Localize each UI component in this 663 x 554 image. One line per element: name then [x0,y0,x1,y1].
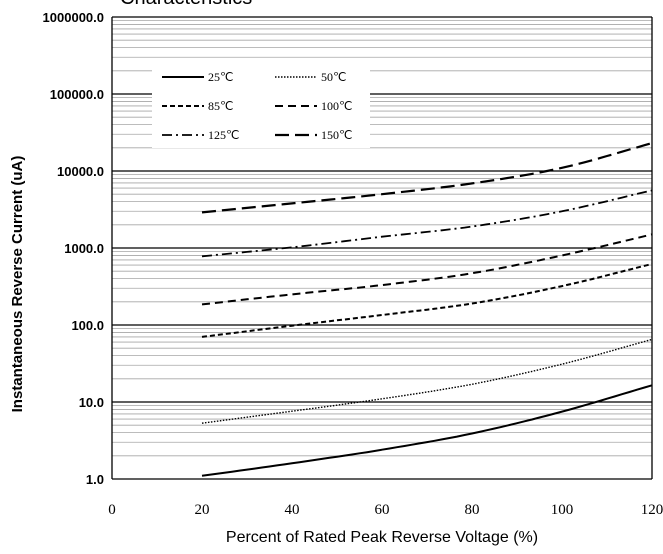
series-line-3 [201,233,653,306]
x-tick-label: 20 [195,502,210,518]
x-tick-labels: 0 20 40 60 80 100 120 [108,502,663,518]
x-tick-label: 60 [375,502,390,518]
series-line-0 [201,384,653,477]
legend-label: 150℃ [321,128,352,142]
legend-label: 125℃ [208,128,239,142]
y-tick-label: 1000.0 [64,241,104,256]
series-line-1 [201,338,653,424]
y-tick-label: 100000.0 [50,87,104,102]
x-tick-label: 80 [465,502,480,518]
series-line-5 [201,142,653,214]
y-tick-label: 1.0 [86,472,104,487]
x-tick-label: 0 [108,502,116,518]
x-tick-label: 40 [285,502,300,518]
y-axis-label: Instantaneous Reverse Current (uA) [9,156,26,413]
y-tick-label: 100.0 [71,318,104,333]
x-tick-label: 120 [641,502,663,518]
legend-label: 25℃ [208,70,233,84]
y-tick-label: 1000000.0 [43,10,104,25]
legend-label: 85℃ [208,99,233,113]
chart-title: Characteristics [120,0,252,9]
series-line-4 [201,189,653,258]
legend-label: 100℃ [321,99,352,113]
y-tick-label: 10000.0 [57,164,104,179]
legend: 25℃ 50℃ 85℃ 100℃ 125℃ 150℃ [152,64,370,148]
y-tick-label: 10.0 [79,395,104,410]
series-line-2 [201,263,653,338]
x-tick-label: 100 [551,502,574,518]
x-axis-label: Percent of Rated Peak Reverse Voltage (%… [226,529,538,546]
series-lines [201,142,653,477]
y-tick-labels: 1.0 10.0 100.0 1000.0 10000.0 100000.0 1000000… [43,10,104,487]
legend-label: 50℃ [321,70,346,84]
